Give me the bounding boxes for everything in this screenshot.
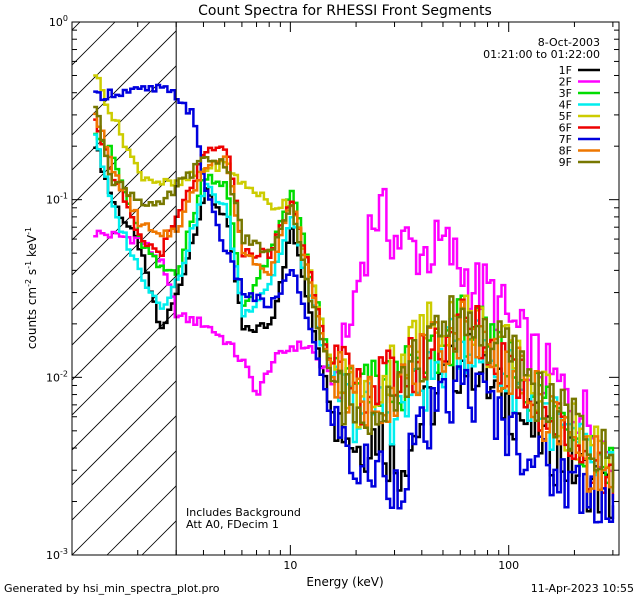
hatch-line (72, 415, 177, 521)
plot-frame (71, 21, 620, 556)
hatch-line (72, 275, 177, 381)
hatched-region (72, 22, 177, 555)
legend-label-8F: 8F (559, 145, 572, 158)
y-axis: 100 10-1 10-2 10-3 (46, 14, 619, 562)
legend-label-7F: 7F (559, 133, 572, 146)
series-line-2F (93, 187, 615, 481)
hatch-line (72, 100, 177, 206)
hatch-line (72, 170, 177, 276)
footer-generated-by: Generated by hsi_min_spectra_plot.pro (4, 582, 220, 595)
legend-label-5F: 5F (559, 110, 572, 123)
hatch-line (72, 450, 177, 555)
hatch-line (72, 240, 177, 346)
legend-label-2F: 2F (559, 76, 572, 89)
series-group (93, 74, 615, 524)
x-tick-label: 10 (283, 559, 297, 572)
y-tick-label: 10-3 (46, 547, 68, 562)
hatch-line (72, 22, 116, 66)
x-axis-label: Energy (keV) (306, 575, 383, 589)
hatch-line (72, 310, 177, 416)
hatch-line (72, 205, 177, 311)
y-axis-label: counts cm-2 s-1 keV-1 (24, 227, 39, 349)
hatch-line (72, 345, 177, 451)
chart-title: Count Spectra for RHESSI Front Segments (198, 3, 492, 19)
legend-label-1F: 1F (559, 64, 572, 77)
footer-timestamp: 11-Apr-2023 10:55 (530, 582, 634, 595)
y-tick-label: 10-1 (46, 192, 68, 207)
annotation-line-1: Includes Background (186, 506, 301, 519)
time-range-label: 01:21:00 to 01:22:00 (483, 48, 600, 61)
hatch-line (72, 22, 81, 31)
y-tick-label: 10-2 (46, 369, 68, 384)
legend-label-9F: 9F (559, 156, 572, 169)
annotation-line-2: Att A0, FDecim 1 (186, 518, 279, 531)
hatch-line (72, 22, 151, 101)
series-line-7F (93, 83, 615, 524)
x-tick-label: 100 (498, 559, 519, 572)
series-line-8F (93, 112, 615, 493)
legend-label-6F: 6F (559, 122, 572, 135)
y-tick-label: 100 (49, 14, 68, 29)
hatch-line (72, 380, 177, 486)
series-line-9F (93, 105, 615, 493)
legend-label-4F: 4F (559, 99, 572, 112)
date-label: 8-Oct-2003 (538, 36, 600, 49)
hatch-line (72, 65, 177, 171)
legend-label-3F: 3F (559, 87, 572, 100)
